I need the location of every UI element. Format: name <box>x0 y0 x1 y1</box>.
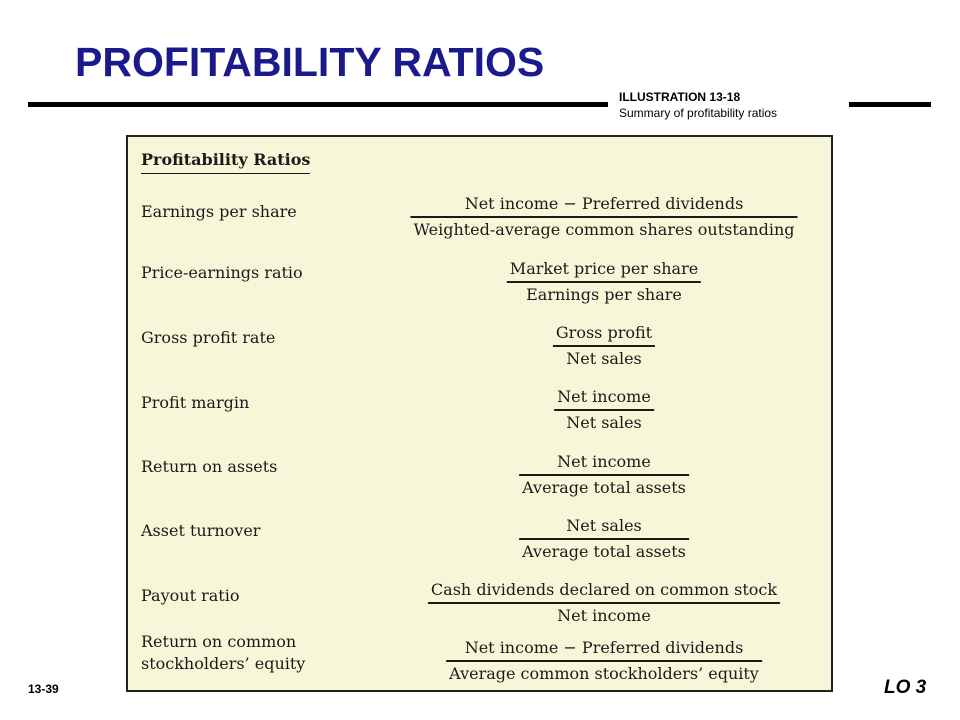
illustration-label: ILLUSTRATION 13-18 Summary of profitabil… <box>619 89 777 121</box>
ratio-name: Price-earnings ratio <box>141 262 303 284</box>
ratio-row-earnings-per-share: Earnings per share Net income − Preferre… <box>128 193 831 249</box>
formula-numerator: Net income <box>557 387 651 406</box>
ratio-row-return-on-assets: Return on assets Net income Average tota… <box>128 451 831 507</box>
illustration-number: ILLUSTRATION 13-18 <box>619 90 741 104</box>
learning-objective-tag: LO 3 <box>884 677 927 698</box>
ratio-row-profit-margin: Profit margin Net income Net sales <box>128 386 831 442</box>
ratio-name-line: Earnings per share <box>141 202 297 221</box>
table-heading: Profitability Ratios <box>141 149 311 174</box>
ratio-formula: Net sales Average total assets <box>519 515 689 563</box>
ratio-name: Profit margin <box>141 392 249 414</box>
ratio-formula: Market price per share Earnings per shar… <box>506 258 702 306</box>
ratio-formula: Net income − Preferred dividends Average… <box>446 637 762 685</box>
fraction-bar <box>552 345 656 347</box>
ratio-formula: Cash dividends declared on common stock … <box>427 579 781 627</box>
ratio-row-payout-ratio: Payout ratio Cash dividends declared on … <box>128 579 831 635</box>
ratio-name-line: Payout ratio <box>141 586 240 605</box>
illustration-caption: Summary of profitability ratios <box>619 106 778 120</box>
formula-denominator: Net income <box>557 605 651 625</box>
formula-numerator: Net income − Preferred dividends <box>464 194 744 213</box>
formula-denominator: Net sales <box>566 348 642 368</box>
fraction-bar <box>446 660 762 662</box>
ratio-formula: Net income − Preferred dividends Weighte… <box>410 193 798 241</box>
ratio-name: Return on common stockholders’ equity <box>141 631 305 675</box>
ratio-formula: Net income Average total assets <box>519 451 689 499</box>
ratio-row-return-on-common-equity: Return on common stockholders’ equity Ne… <box>128 632 831 693</box>
ratio-formula: Gross profit Net sales <box>552 322 656 370</box>
formula-denominator: Net sales <box>566 412 642 432</box>
formula-numerator: Market price per share <box>509 259 699 278</box>
ratio-name: Asset turnover <box>141 520 260 542</box>
formula-numerator: Cash dividends declared on common stock <box>430 580 778 599</box>
ratio-name-line: Price-earnings ratio <box>141 263 303 282</box>
slide-title: PROFITABILITY RATIOS <box>75 39 545 85</box>
title-rule-left <box>28 102 608 107</box>
ratio-formula: Net income Net sales <box>554 386 654 434</box>
ratio-name: Return on assets <box>141 456 277 478</box>
formula-denominator: Earnings per share <box>526 284 682 304</box>
fraction-bar <box>410 216 798 218</box>
formula-numerator: Net income <box>557 452 651 471</box>
ratio-name-line: Asset turnover <box>141 521 261 540</box>
formula-numerator: Net income − Preferred dividends <box>464 638 744 657</box>
formula-numerator: Gross profit <box>555 323 653 342</box>
formula-denominator: Average total assets <box>522 477 686 497</box>
ratio-row-price-earnings-ratio: Price-earnings ratio Market price per sh… <box>128 258 831 314</box>
ratio-name-line: Return on assets <box>141 457 278 476</box>
ratio-row-gross-profit-rate: Gross profit rate Gross profit Net sales <box>128 322 831 378</box>
ratio-name-line: Return on common <box>141 632 297 651</box>
ratio-name: Earnings per share <box>141 201 297 223</box>
title-rule-right <box>849 102 931 107</box>
fraction-bar <box>554 409 654 411</box>
ratio-name-line: stockholders’ equity <box>141 654 306 673</box>
formula-denominator: Average total assets <box>522 541 686 561</box>
formula-denominator: Average common stockholders’ equity <box>449 663 759 683</box>
ratio-row-asset-turnover: Asset turnover Net sales Average total a… <box>128 515 831 571</box>
ratio-name: Payout ratio <box>141 585 239 607</box>
ratio-name-line: Profit margin <box>141 393 250 412</box>
ratio-name-line: Gross profit rate <box>141 328 276 347</box>
ratios-table: Profitability Ratios Earnings per share … <box>126 135 833 692</box>
fraction-bar <box>506 281 702 283</box>
fraction-bar <box>427 602 781 604</box>
formula-denominator: Weighted-average common shares outstandi… <box>413 219 795 239</box>
fraction-bar <box>519 474 689 476</box>
fraction-bar <box>519 538 689 540</box>
page-number: 13-39 <box>28 682 59 696</box>
ratio-name: Gross profit rate <box>141 327 275 349</box>
formula-numerator: Net sales <box>566 516 642 535</box>
